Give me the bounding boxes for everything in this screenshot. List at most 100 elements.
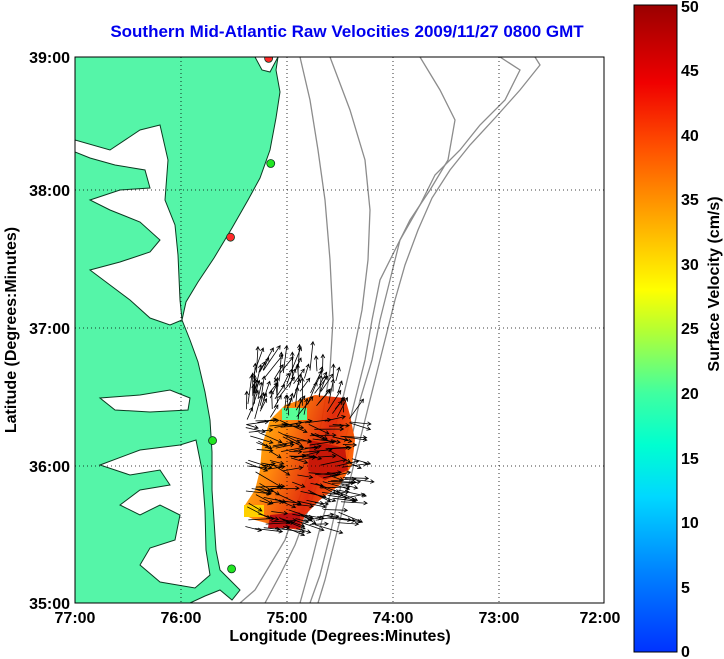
velocity-arrow [319,371,328,386]
velocity-arrow [254,394,263,419]
velocity-arrow [312,438,341,445]
velocity-arrow [262,461,276,467]
station-marker-site-1 [264,57,274,63]
velocity-arrow [245,462,269,472]
velocity-arrow [247,419,270,425]
velocity-arrow [255,494,274,505]
velocity-arrow [296,528,312,534]
y-tick: 36:00 [29,459,70,476]
velocity-arrow [296,396,314,417]
velocity-arrow [272,442,288,448]
velocity-arrow [335,366,341,382]
colorbar-tick: 10 [681,515,699,532]
velocity-arrow [323,507,349,513]
velocity-arrow [330,476,357,482]
velocity-arrow [321,491,344,497]
velocity-arrow [298,512,317,524]
velocity-arrow [259,398,268,412]
colorbar-tick: 40 [681,128,699,145]
y-tick: 35:00 [29,596,70,613]
velocity-arrow [342,442,358,448]
velocity-arrow [282,372,290,387]
velocity-arrow [331,363,336,392]
velocity-arrow [256,442,270,449]
colorbar-tick: 35 [681,192,699,209]
velocity-arrow [289,454,318,460]
albemarle-sound [98,389,191,413]
station-marker-site-5 [227,564,236,574]
velocity-arrow [323,470,352,479]
velocity-arrow [292,481,306,488]
velocity-arrow [250,435,274,445]
velocity-arrow [314,433,328,440]
velocity-arrow [260,392,268,410]
velocity-arrow [279,419,308,434]
chesapeake-bay [75,124,183,326]
x-tick: 76:00 [161,610,202,627]
colorbar-tick: 50 [681,0,699,16]
velocity-arrow [328,423,345,429]
velocity-arrow [258,361,266,373]
velocity-arrow [349,422,372,431]
velocity-arrow [246,424,259,430]
velocity-arrow [329,475,345,482]
velocity-arrow [340,500,368,506]
velocity-arrow [342,476,370,481]
velocity-arrow [254,488,271,496]
x-axis-label: Longitude (Degrees:Minutes) [229,628,450,645]
velocity-arrow [272,440,295,447]
velocity-arrow [257,381,264,399]
velocity-arrow [295,518,310,524]
velocity-arrow [289,449,303,454]
grid-lines [75,57,604,603]
station-marker-site-3 [226,232,235,242]
velocity-arrow [324,415,346,422]
x-tick: 74:00 [373,610,414,627]
velocity-arrow [297,500,327,509]
pamlico-sound [98,439,211,589]
land-mass [75,57,281,603]
velocity-arrow [274,384,286,400]
x-tick: 75:00 [267,610,308,627]
radar-stations [208,57,276,574]
velocity-arrow [308,424,330,435]
velocity-arrow [313,355,319,372]
velocity-arrow [271,518,298,523]
velocity-arrow [320,373,334,392]
velocity-arrow [285,396,293,412]
velocity-arrow [338,511,364,523]
colorbar-tick: 15 [681,451,699,468]
velocity-arrow [322,481,351,491]
velocity-arrow [265,485,284,492]
velocity-arrow [297,343,302,372]
velocity-arrow [290,351,295,381]
velocity-arrow [293,503,314,509]
velocity-arrow [304,363,310,379]
velocity-arrow [337,521,360,527]
velocity-arrow [309,439,337,446]
velocity-arrow [273,377,279,403]
velocity-arrow [291,457,309,465]
velocity-arrow [274,498,297,509]
velocity-arrow [335,437,353,443]
velocity-arrow [248,502,263,512]
x-axis: 77:00 76:00 75:00 74:00 73:00 72:00 Long… [55,610,621,645]
velocity-arrow [269,422,289,427]
velocity-arrow [299,377,311,392]
velocity-arrow [244,390,250,410]
velocity-arrow [275,527,306,534]
velocity-arrow [324,514,352,522]
velocity-arrow [349,398,364,419]
velocity-arrow [326,389,342,412]
colorbar-gradient [633,4,678,653]
colorbar: 0 5 10 15 20 25 30 35 40 45 50 Surface V… [633,0,723,659]
velocity-arrow [310,482,325,488]
velocity-arrow [269,404,279,418]
velocity-arrow [269,460,285,466]
velocity-arrow [304,445,319,451]
x-tick: 77:00 [55,610,96,627]
colorbar-tick: 45 [681,63,699,80]
velocity-vectors [244,340,375,537]
plot-frame [74,56,605,604]
velocity-arrow [245,526,263,532]
